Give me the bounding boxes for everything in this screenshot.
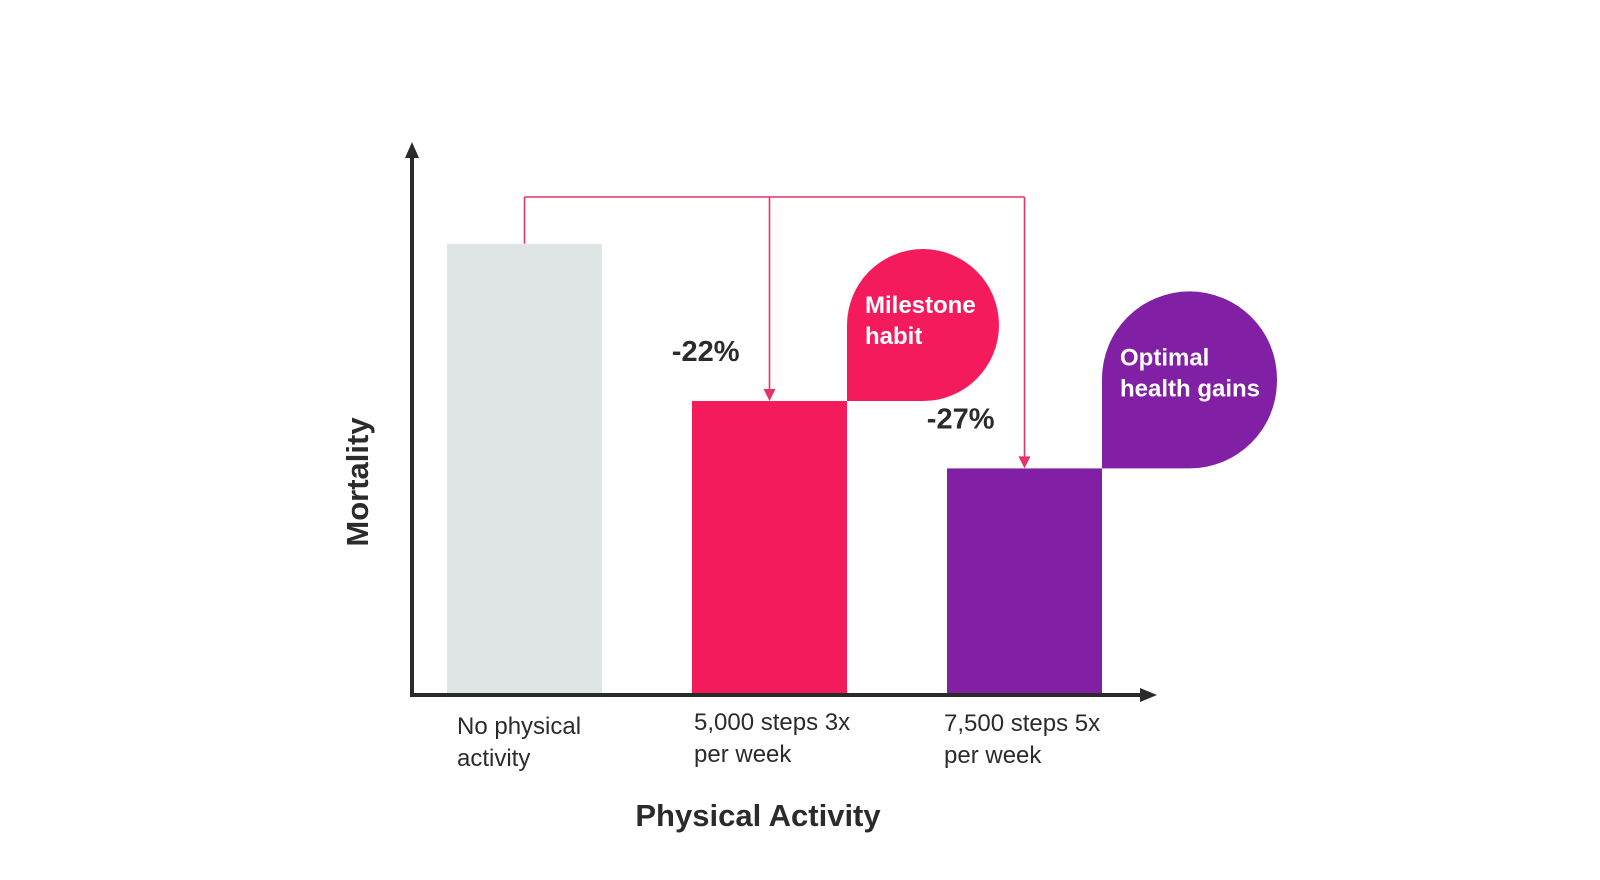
y-axis-arrowhead: [405, 142, 419, 158]
reduction-labels: -22% -27%: [672, 336, 995, 435]
bar-2: [947, 468, 1102, 693]
callout-bubble-1: [1102, 291, 1277, 469]
bar-0: [447, 243, 602, 693]
x-tick-label-1: 5,000 steps 3x per week: [694, 709, 850, 768]
bars-group: [447, 243, 1102, 693]
x-tick-label-2: 7,500 steps 5x per week: [944, 710, 1100, 769]
y-axis-title: Mortality: [340, 417, 375, 547]
reduction-label-1: -27%: [927, 403, 995, 435]
callouts-group: Milestone habit Optimal health gains: [847, 249, 1277, 469]
reduction-connectors: [523, 196, 1031, 469]
connector-arrowhead-1: [1018, 456, 1031, 469]
callout-bubble-0: [847, 249, 999, 402]
x-tick-labels: No physical activity 5,000 steps 3x per wee…: [457, 709, 1100, 772]
callout-label-0: Milestone habit: [865, 292, 976, 350]
callout-label-1: Optimal health gains: [1120, 345, 1260, 403]
bar-1: [692, 401, 847, 693]
reduction-label-0: -22%: [672, 336, 740, 368]
x-axis-arrowhead: [1140, 688, 1157, 702]
axes-group: [405, 142, 1157, 702]
x-tick-label-0: No physical activity: [457, 713, 581, 772]
x-axis-title: Physical Activity: [635, 798, 881, 833]
connector-arrowhead-0: [763, 389, 776, 402]
